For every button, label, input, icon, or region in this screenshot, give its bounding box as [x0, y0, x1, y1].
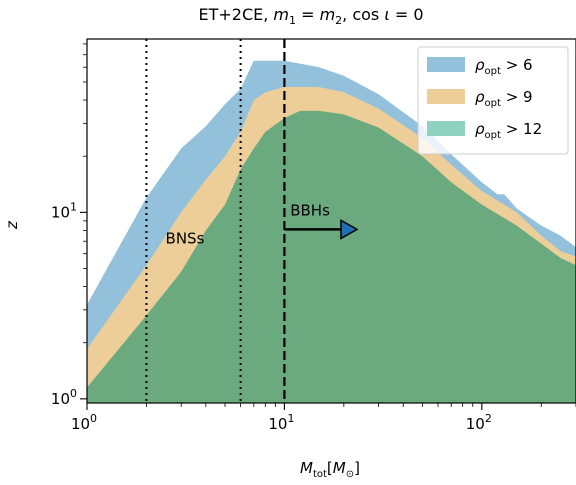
plot-areas [87, 60, 576, 403]
x-tick-label: 100 [71, 412, 97, 433]
x-tick-label: 102 [466, 412, 492, 433]
chart-title: ET+2CE, m1 = m2, cos ι = 0 [198, 5, 423, 27]
legend-label-3: ρopt > 12 [475, 120, 542, 141]
annotations: BNSs BBHs [166, 202, 359, 248]
area-series-3 [87, 110, 576, 403]
y-axis-label: z [3, 220, 21, 230]
legend-label-1: ρopt > 6 [475, 56, 533, 77]
y-tick-label: 100 [51, 387, 77, 408]
x-tick-label: 101 [268, 412, 294, 433]
annotation-1: BNSs [166, 230, 205, 248]
legend-swatch-2 [427, 89, 465, 104]
axes: 100 101 102 100 101 [51, 38, 576, 433]
y-tick-label: 101 [51, 200, 77, 221]
annotation-2: BBHs [290, 202, 330, 220]
arrow-head [340, 219, 359, 240]
guide-lines [145, 39, 286, 403]
legend-label-2: ρopt > 9 [475, 88, 533, 109]
legend-swatch-3 [427, 121, 465, 136]
legend-swatch-1 [427, 57, 465, 72]
x-axis-label: Mtot[M⊙] [300, 459, 360, 480]
legend: ρopt > 6 ρopt > 9 ρopt > 12 [417, 46, 569, 155]
